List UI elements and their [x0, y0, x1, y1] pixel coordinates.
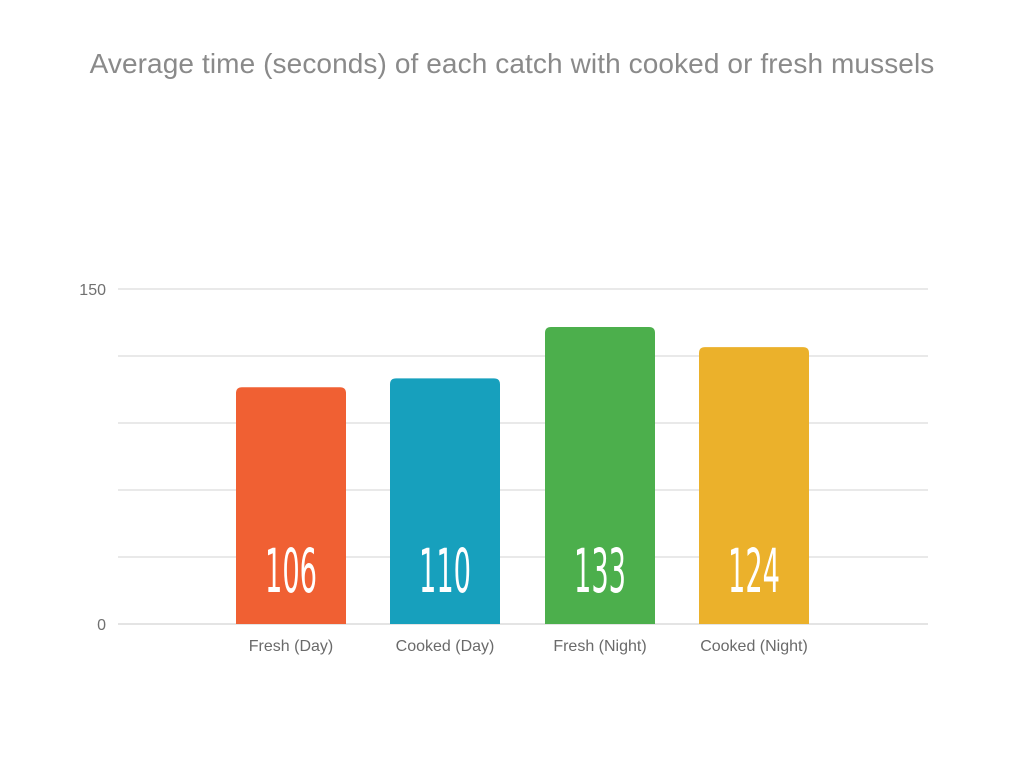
x-category-label: Cooked (Night) [700, 638, 808, 655]
x-axis-labels: Fresh (Day) Cooked (Day) Fresh (Night) Cook… [249, 638, 808, 655]
bar [390, 378, 500, 624]
y-tick-label: 150 [79, 282, 106, 299]
bar-data-label: 124 [728, 537, 780, 608]
y-axis-ticks: 0 150 [79, 282, 106, 634]
data-labels: 106 110 133 124 [265, 537, 780, 608]
x-category-label: Cooked (Day) [396, 638, 495, 655]
bar-data-label: 110 [419, 537, 471, 608]
x-category-label: Fresh (Night) [553, 638, 646, 655]
bar-data-label: 133 [574, 537, 626, 608]
y-tick-label: 0 [97, 617, 106, 634]
bars [236, 326, 809, 624]
bar [236, 387, 346, 624]
bar [545, 326, 655, 624]
chart-title: Average time (seconds) of each catch wit… [89, 48, 935, 79]
x-category-label: Fresh (Day) [249, 638, 333, 655]
bar [699, 347, 809, 624]
bar-data-label: 106 [265, 537, 317, 608]
